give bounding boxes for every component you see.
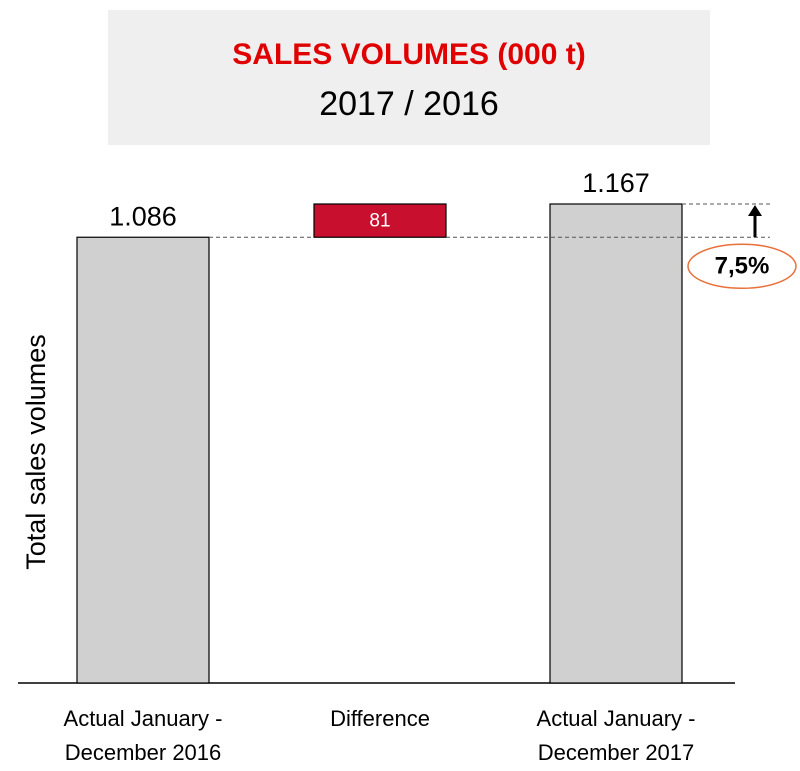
value-label: 1.086: [109, 201, 177, 231]
bar: [76, 236, 210, 684]
y-axis-label: Total sales volumes: [21, 334, 51, 570]
annotation: 7,5%: [715, 253, 770, 280]
x-tick-label: Actual January - December 2017: [536, 706, 696, 765]
x-tick-label-box: Actual January - December 2016: [63, 706, 223, 765]
x-tick-label-box: Difference: [330, 706, 430, 731]
x-tick-label-box: Actual January - December 2017: [536, 706, 696, 765]
bar: [549, 203, 683, 684]
bar: [313, 203, 447, 238]
value-label: 1.167: [582, 168, 650, 198]
annotation-ring: [687, 243, 797, 289]
title-box: [108, 10, 710, 145]
chart-subtitle: 2017 / 2016: [319, 85, 499, 123]
arrow-head: [748, 205, 762, 216]
value-label: 81: [369, 211, 390, 232]
x-tick-label: Difference: [330, 706, 430, 731]
x-tick-label: Actual January - December 2016: [63, 706, 223, 765]
chart-title: SALES VOLUMES (000 t): [232, 38, 585, 71]
